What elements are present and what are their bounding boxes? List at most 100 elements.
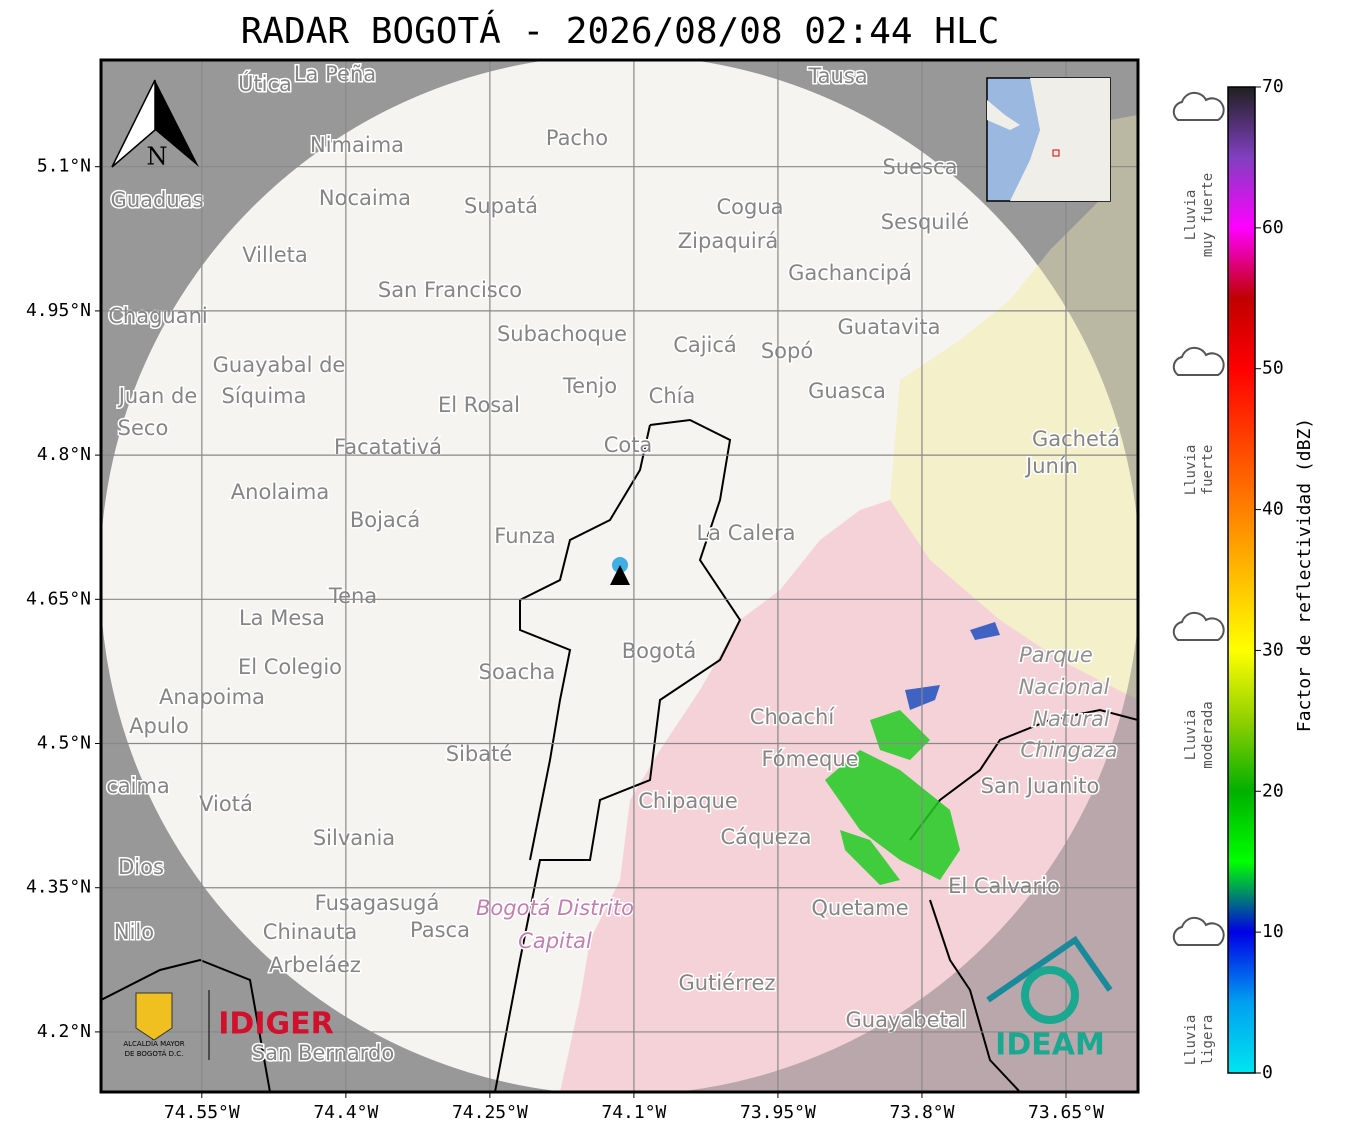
place-label: Tena xyxy=(328,584,377,608)
place-label: Fómeque xyxy=(761,747,858,771)
place-label: caima xyxy=(106,774,170,798)
place-label: Cáqueza xyxy=(721,825,812,849)
place-label: Supatá xyxy=(464,194,538,218)
logo-text: ALCALDÍA MAYOR xyxy=(123,1039,184,1048)
place-label: La Calera xyxy=(696,521,795,545)
place-label: Arbeláez xyxy=(269,953,361,977)
place-label: Guayabetal xyxy=(846,1008,967,1032)
colorbar-tick-label: 50 xyxy=(1262,358,1284,379)
place-label: Útica xyxy=(238,71,292,96)
x-tick-label: 73.95°W xyxy=(740,1102,816,1123)
place-label: El Rosal xyxy=(438,393,520,417)
x-tick-label: 74.1°W xyxy=(601,1102,666,1123)
place-label: Quetame xyxy=(811,896,908,920)
place-label: Capital xyxy=(518,929,592,953)
y-tick-label: 5.1°N xyxy=(37,156,91,177)
place-label: Sibaté xyxy=(446,742,513,766)
place-label: Gachetá xyxy=(1032,427,1120,451)
place-label: Villeta xyxy=(242,243,307,267)
y-tick-label: 4.5°N xyxy=(37,733,91,754)
place-label: Chinauta xyxy=(263,920,357,944)
place-label: Nacional xyxy=(1019,675,1110,699)
place-label: San Bernardo xyxy=(252,1041,394,1065)
grid xyxy=(101,60,1138,1092)
rain-level-label: fuerte xyxy=(1200,445,1216,496)
place-label: La Mesa xyxy=(239,606,325,630)
place-label: Chingaza xyxy=(1020,738,1117,762)
place-label: Natural xyxy=(1032,707,1110,731)
place-label: El Calvario xyxy=(948,874,1060,898)
region-yellow xyxy=(890,115,1138,700)
place-label: Guaduas xyxy=(111,188,204,212)
y-tick-label: 4.2°N xyxy=(37,1021,91,1042)
x-tick-label: 74.25°W xyxy=(452,1102,528,1123)
colorbar-tick-label: 40 xyxy=(1262,499,1284,520)
colorbar-tick-label: 10 xyxy=(1262,921,1284,942)
y-tick-label: 4.65°N xyxy=(26,588,91,609)
logo-idiger: IDIGER xyxy=(218,1007,333,1042)
place-label: Guatavita xyxy=(838,315,941,339)
place-label: Gutiérrez xyxy=(679,971,776,995)
place-label: El Colegio xyxy=(238,655,342,679)
logo-alcaldia: ALCALDÍA MAYOR DE BOGOTÁ D.C. xyxy=(123,990,210,1060)
north-arrow: N xyxy=(111,79,199,171)
y-tick-label: 4.8°N xyxy=(37,444,91,465)
colorbar xyxy=(1227,86,1256,1074)
inset-map xyxy=(986,77,1111,202)
colorbar-tick-label: 60 xyxy=(1262,217,1284,238)
place-label: Bogotá xyxy=(622,639,697,663)
place-label: Nimaima xyxy=(310,133,404,157)
place-label: Apulo xyxy=(129,714,189,738)
x-tick-label: 73.8°W xyxy=(889,1102,954,1123)
boundary xyxy=(101,708,1138,1092)
place-label: La Peña xyxy=(294,62,376,86)
place-labels: Útica La Peña Tausa Pacho Nimaima Guaduas Noca… xyxy=(105,61,1122,1067)
map-frame xyxy=(99,58,1140,1094)
logo-text: DE BOGOTÁ D.C. xyxy=(125,1049,184,1058)
logo-ideam: IDEAM xyxy=(986,935,1113,1063)
cloud-icon xyxy=(1172,91,1225,121)
place-label: Chía xyxy=(649,384,696,408)
place-label: Zipaquirá xyxy=(678,229,778,253)
rain-level-label: Lluvia xyxy=(1183,190,1199,241)
place-label: Chipaque xyxy=(638,789,738,813)
place-label: Guayabal de xyxy=(213,353,346,377)
place-label: Cogua xyxy=(716,195,783,219)
place-label: Chaguani xyxy=(108,304,208,328)
x-tick-label: 73.65°W xyxy=(1028,1102,1104,1123)
rain-level-label: moderada xyxy=(1200,701,1216,768)
place-label: Nocaima xyxy=(319,186,411,210)
place-label: Fusagasugá xyxy=(315,891,440,915)
rain-level-label: Lluvia xyxy=(1183,1015,1199,1066)
place-label: Funza xyxy=(494,524,555,548)
colorbar-tick-label: 20 xyxy=(1262,780,1284,801)
colorbar-tick-label: 30 xyxy=(1262,639,1284,660)
place-label: Dios xyxy=(118,855,164,879)
place-label: San Juanito xyxy=(981,774,1100,798)
place-label: Junín xyxy=(1024,454,1078,478)
colorbar-label: Factor de reflectividad (dBZ) xyxy=(1294,418,1315,732)
place-label: Viotá xyxy=(199,792,253,816)
place-label: Parque xyxy=(1019,643,1093,667)
logo-ideam-text: IDEAM xyxy=(995,1028,1105,1063)
x-tick-label: 74.55°W xyxy=(164,1102,240,1123)
rain-level-label: ligera xyxy=(1200,1015,1216,1066)
rain-level-label: Lluvia xyxy=(1183,445,1199,496)
place-label: Anolaima xyxy=(231,480,329,504)
cloud-icon xyxy=(1172,916,1225,946)
cloud-icon xyxy=(1172,346,1225,376)
cloud-icon xyxy=(1172,611,1225,641)
place-label: Tausa xyxy=(807,64,867,88)
place-label: Bojacá xyxy=(350,508,420,532)
place-label: Síquima xyxy=(222,384,307,408)
colorbar-tick-label: 0 xyxy=(1262,1062,1273,1083)
map-area: Útica La Peña Tausa Pacho Nimaima Guaduas Noca… xyxy=(101,60,1138,1092)
rain-level-label: Lluvia xyxy=(1183,710,1199,761)
place-label: Juan de xyxy=(117,384,198,408)
boundary xyxy=(494,418,742,1092)
place-label: Sopó xyxy=(761,339,813,363)
rain-level-label: muy fuerte xyxy=(1200,173,1216,257)
colorbar-tick-label: 70 xyxy=(1262,76,1284,97)
